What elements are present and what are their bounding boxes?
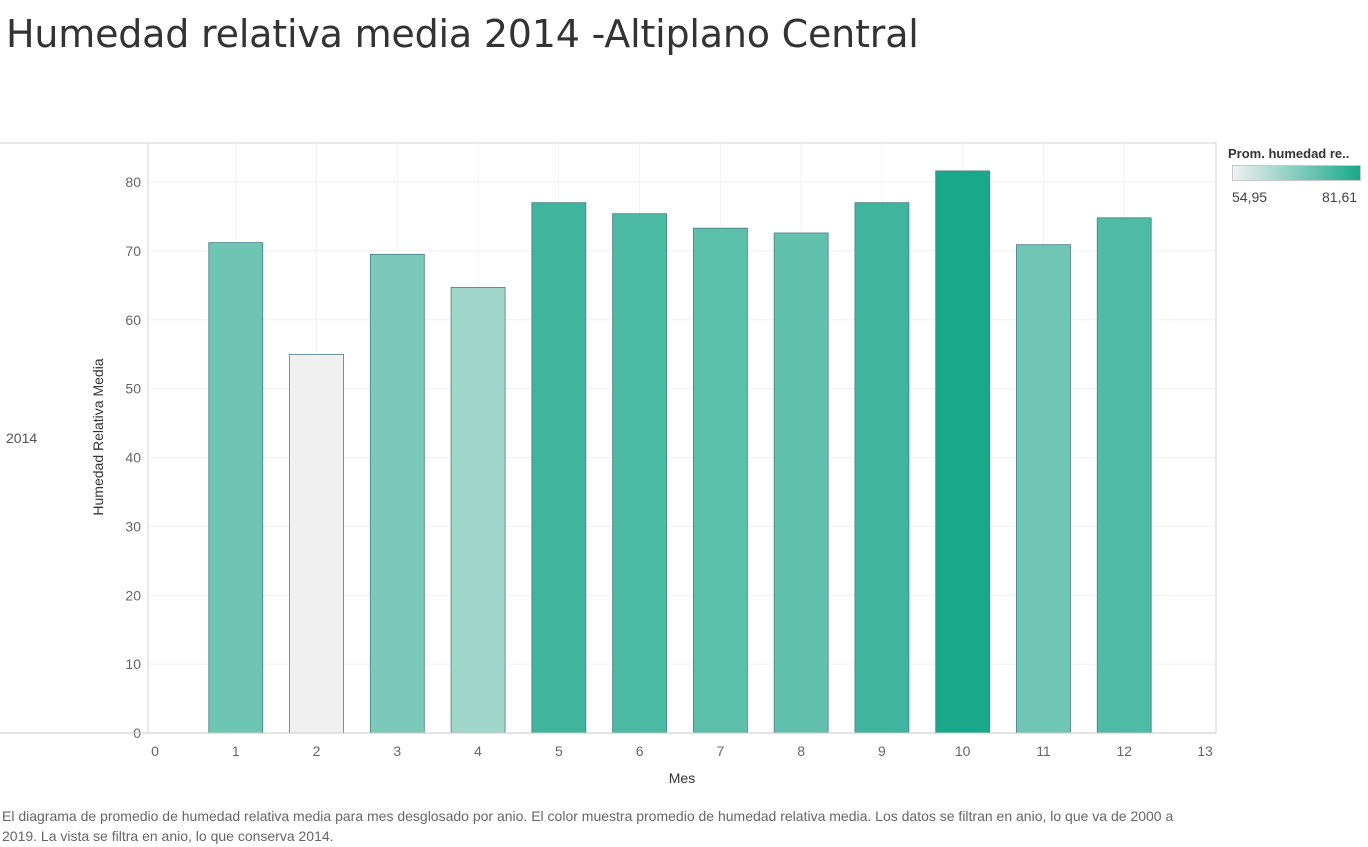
bar-mes-5[interactable]	[531, 202, 587, 734]
y-tick-label: 40	[125, 450, 141, 466]
legend-max-label: 81,61	[1322, 189, 1358, 205]
x-tick-label: 10	[955, 743, 971, 759]
chart-title: Humedad relativa media 2014 -Altiplano C…	[6, 12, 919, 56]
y-tick-label: 10	[125, 656, 141, 672]
x-tick-label: 12	[1116, 743, 1132, 759]
y-tick-label: 20	[125, 587, 141, 603]
bar-mes-8[interactable]	[773, 232, 829, 734]
x-tick-label: 13	[1197, 743, 1213, 759]
bars	[208, 170, 1152, 734]
bar-mes-11[interactable]	[1016, 244, 1071, 734]
x-tick-label: 11	[1036, 743, 1051, 759]
bar-mes-2[interactable]	[289, 354, 344, 734]
bar-mes-9[interactable]	[854, 202, 910, 734]
x-axis-ticks: 0 1 2 3 4 5 6 7 8 9 10 11 12 13	[151, 743, 1213, 759]
bar-mes-10[interactable]	[935, 170, 991, 734]
y-tick-label: 70	[125, 243, 141, 259]
bar-mes-7[interactable]	[692, 227, 748, 734]
bar-mes-12[interactable]	[1096, 217, 1152, 734]
x-tick-label: 0	[151, 743, 159, 759]
y-tick-label: 30	[125, 518, 141, 534]
x-axis-title: Mes	[669, 770, 695, 786]
legend-min-label: 54,95	[1232, 189, 1268, 205]
chart-caption: El diagrama de promedio de humedad relat…	[2, 808, 1174, 844]
x-tick-label: 5	[555, 743, 563, 759]
row-header-year: 2014	[6, 430, 38, 446]
x-tick-label: 8	[797, 743, 805, 759]
x-tick-label: 7	[716, 743, 724, 759]
bar-mes-3[interactable]	[369, 253, 425, 734]
bar-mes-6[interactable]	[612, 213, 668, 734]
x-tick-label: 3	[393, 743, 401, 759]
x-tick-label: 2	[313, 743, 321, 759]
y-tick-label: 80	[125, 174, 141, 190]
x-tick-label: 1	[232, 743, 240, 759]
bar-mes-4[interactable]	[450, 286, 506, 734]
bar-mes-1[interactable]	[208, 242, 264, 734]
color-legend: Prom. humedad re.. 54,95 81,61	[1224, 146, 1366, 205]
y-tick-label: 60	[125, 312, 141, 328]
x-tick-label: 4	[474, 743, 482, 759]
y-tick-label: 50	[125, 381, 141, 397]
x-tick-label: 6	[636, 743, 644, 759]
x-tick-label: 9	[878, 743, 886, 759]
y-axis-title: Humedad Relativa Media	[90, 358, 106, 515]
legend-gradient	[1232, 165, 1361, 181]
legend-title: Prom. humedad re..	[1228, 146, 1350, 161]
